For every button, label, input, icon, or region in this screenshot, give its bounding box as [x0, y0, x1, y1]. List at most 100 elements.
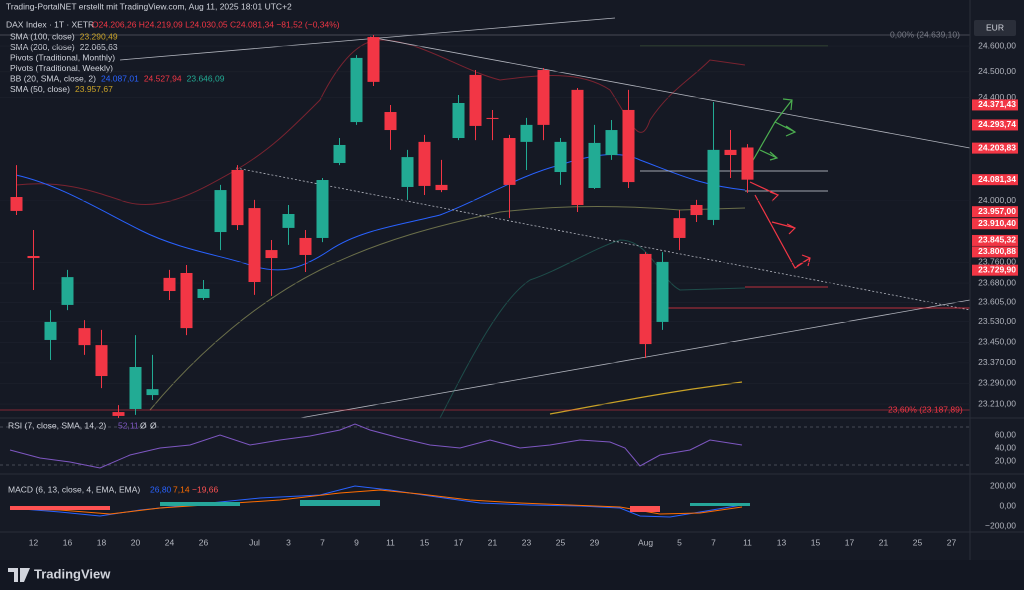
price-tag-label: 23.957,00	[978, 206, 1016, 216]
indicator-name: BB (20, SMA, close, 2)	[10, 73, 96, 83]
indicator-value: 23.646,09	[187, 73, 225, 83]
currency: EUR	[986, 22, 1004, 32]
symbol: DAX Index · 1T · XETR	[6, 19, 94, 29]
candle-body	[95, 345, 108, 377]
histogram	[160, 502, 240, 506]
candle-body	[622, 109, 635, 183]
y-tick-label: 23.530,00	[978, 316, 1016, 326]
candle-body	[10, 197, 23, 211]
candle-body	[724, 149, 737, 156]
price-tag-label: 24.081,34	[978, 174, 1016, 184]
x-tick-label: 11	[386, 537, 395, 547]
credit: Trading-PortalNET erstellt mit TradingVi…	[6, 1, 292, 11]
macd-value: −19,66	[192, 484, 219, 494]
x-tick-label: 16	[63, 537, 73, 547]
x-tick-label: 7	[711, 537, 716, 547]
bb-lower	[439, 239, 746, 419]
indicator-name: Pivots (Traditional, Weekly)	[10, 63, 113, 73]
x-tick-label: 21	[879, 537, 889, 547]
candle-body	[129, 367, 142, 409]
x-tick-label: 17	[454, 537, 464, 547]
candle-body	[146, 389, 159, 396]
x-tick-label: 5	[677, 537, 682, 547]
x-tick-label: 9	[354, 537, 359, 547]
candle-body	[27, 255, 40, 259]
candle-body	[44, 321, 57, 340]
candle-body	[673, 218, 686, 238]
candle-body	[180, 272, 193, 329]
candle-body	[520, 124, 533, 142]
bear-arrows	[749, 181, 811, 269]
price-tag-label: 24.293,74	[978, 119, 1016, 129]
y-tick-label: 23.370,00	[978, 357, 1016, 367]
y-tick-label: 24.400,00	[978, 92, 1016, 102]
x-tick-label: 25	[913, 537, 923, 547]
brand: TradingView	[34, 566, 111, 581]
bb-upper	[15, 39, 746, 205]
candle-body	[61, 277, 74, 305]
x-tick-label: 12	[29, 537, 39, 547]
macd-title: MACD (6, 13, close, 4, EMA, EMA)	[8, 484, 140, 494]
trendline	[299, 299, 971, 419]
indicator-name: SMA (50, close)	[10, 84, 70, 94]
indicator-name: SMA (200, close)	[10, 42, 75, 52]
candle-body	[367, 37, 380, 82]
ohlc: O24.206,26 H24.219,09 L24.030,05 C24.081…	[92, 19, 340, 29]
rsi-extra: Ø	[150, 420, 157, 430]
rsi-tick-label: 60,00	[995, 429, 1017, 439]
trendline	[235, 167, 971, 311]
y-tick-label: 23.210,00	[978, 398, 1016, 408]
sma-100	[549, 381, 743, 415]
bull-arrows	[751, 98, 797, 163]
rsi-tick-label: 40,00	[995, 442, 1017, 452]
macd-value: 7,14	[173, 484, 190, 494]
x-tick-label: 15	[811, 537, 821, 547]
rsi-tick-label: 20,00	[995, 455, 1017, 465]
candle-body	[197, 288, 210, 298]
price-tag-label: 23.729,90	[978, 264, 1016, 274]
candle-body	[537, 70, 550, 125]
histogram	[10, 506, 110, 510]
indicator-name: SMA (100, close)	[10, 31, 75, 41]
price-tag-label: 23.800,88	[978, 246, 1016, 256]
fib-label: 0,00% (24.639,10)	[890, 29, 960, 39]
x-tick-label: 3	[286, 537, 291, 547]
x-tick-label: 25	[556, 537, 566, 547]
x-tick-label: 26	[199, 537, 209, 547]
y-tick-label: 23.450,00	[978, 337, 1016, 347]
y-tick-label: 23.605,00	[978, 297, 1016, 307]
candle-body	[741, 147, 754, 180]
candle-body	[231, 169, 244, 226]
x-tick-label: Jul	[249, 537, 260, 547]
x-tick-label: 27	[947, 537, 957, 547]
fib-label: 23,60% (23.187,89)	[888, 404, 963, 414]
price-tag	[972, 142, 1018, 154]
sma-50	[149, 205, 746, 411]
indicator-value: 22.065,63	[80, 42, 118, 52]
x-tick-label: 24	[165, 537, 175, 547]
trendline	[369, 36, 971, 149]
price-tag	[972, 264, 1018, 276]
price-tag	[972, 174, 1018, 186]
indicator-value: 24.087,01	[101, 73, 139, 83]
candle-body	[452, 102, 465, 139]
indicator-value: 23.290,49	[80, 31, 118, 41]
candle-body	[350, 57, 363, 123]
candle-body	[435, 184, 448, 191]
candle-body	[554, 141, 567, 173]
price-tag	[972, 218, 1018, 230]
indicator-name: Pivots (Traditional, Monthly)	[10, 52, 115, 62]
x-tick-label: 18	[97, 537, 107, 547]
x-tick-label: 11	[743, 537, 752, 547]
candle-body	[299, 237, 312, 255]
logo	[8, 568, 30, 582]
indicator-value: 24.527,94	[144, 73, 182, 83]
candle-body	[282, 214, 295, 228]
candle-body	[78, 328, 91, 346]
x-tick-label: Aug	[638, 537, 653, 547]
candle-body	[690, 204, 703, 216]
y-tick-label: 24.500,00	[978, 66, 1016, 76]
price-tag-label: 24.203,83	[978, 142, 1016, 152]
currency-badge	[974, 20, 1016, 36]
